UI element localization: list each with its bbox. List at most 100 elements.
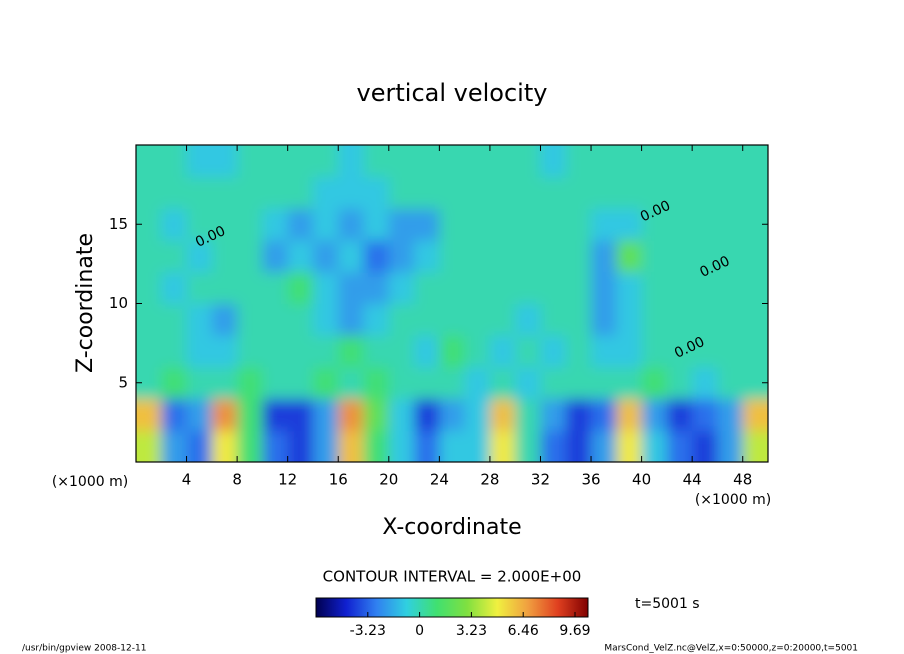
field-cell — [414, 271, 440, 305]
field-cell — [540, 208, 567, 241]
x-axis-label: X-coordinate — [382, 515, 521, 540]
field-cell — [237, 271, 263, 305]
field-cell — [692, 430, 719, 462]
field-cell — [414, 240, 440, 273]
field-cell — [515, 303, 542, 336]
field-cell — [464, 240, 491, 273]
field-cell — [161, 335, 188, 368]
field-cell — [464, 430, 491, 462]
field-cell — [641, 208, 668, 241]
field-cell — [439, 145, 466, 178]
field-cell — [186, 208, 213, 241]
field-cell — [540, 430, 567, 462]
field-cell — [312, 303, 339, 336]
field-cell — [186, 176, 213, 209]
field-cell — [489, 240, 516, 273]
field-cell — [237, 398, 263, 431]
field-cell — [439, 366, 466, 400]
field-cell — [489, 176, 516, 209]
field-cell — [742, 145, 768, 178]
field-cell — [363, 366, 390, 400]
field-cell — [565, 145, 592, 178]
field-cell — [211, 208, 238, 241]
field-cell — [338, 335, 365, 368]
field-cell — [641, 430, 668, 462]
field-cell — [742, 176, 768, 209]
field-cell — [287, 145, 314, 178]
field-cell — [136, 240, 162, 273]
field-cell — [161, 430, 188, 462]
field-cell — [641, 303, 668, 336]
field-cell — [616, 430, 643, 462]
field-cell — [363, 303, 390, 336]
field-cell — [591, 145, 617, 178]
field-cell — [591, 335, 617, 368]
field-cell — [565, 335, 592, 368]
contour-interval: CONTOUR INTERVAL = 2.000E+00 — [323, 568, 582, 586]
field-cell — [136, 398, 162, 431]
field-cell — [464, 208, 491, 241]
x-tick-label: 28 — [480, 471, 499, 489]
field-cell — [237, 335, 263, 368]
field-cell — [464, 303, 491, 336]
field-cell — [388, 240, 415, 273]
field-cell — [211, 303, 238, 336]
x-tick-label: 40 — [632, 471, 651, 489]
y-tick-label: 5 — [118, 373, 128, 391]
field-cell — [692, 398, 719, 431]
field-cell — [692, 303, 719, 336]
field-cell — [262, 240, 289, 273]
field-cell — [439, 208, 466, 241]
field-cell — [464, 271, 491, 305]
field-cell — [363, 271, 390, 305]
field-cell — [489, 366, 516, 400]
field-cell — [262, 303, 289, 336]
field-cell — [540, 335, 567, 368]
field-cell — [565, 208, 592, 241]
field-cell — [717, 430, 744, 462]
field-cell — [186, 430, 213, 462]
field-cell — [540, 271, 567, 305]
field-cell — [742, 240, 768, 273]
field-cell — [237, 176, 263, 209]
chart-title: vertical velocity — [357, 79, 548, 107]
field-cell — [616, 271, 643, 305]
field-cell — [262, 398, 289, 431]
field-cell — [414, 303, 440, 336]
field-cell — [338, 240, 365, 273]
field-cell — [287, 366, 314, 400]
field-cell — [211, 335, 238, 368]
field-cell — [388, 145, 415, 178]
field-cell — [742, 271, 768, 305]
field-cell — [616, 176, 643, 209]
field-cell — [666, 335, 693, 368]
field-cell — [287, 176, 314, 209]
field-cell — [591, 366, 617, 400]
field-cell — [161, 208, 188, 241]
field-cell — [363, 176, 390, 209]
field-cell — [287, 240, 314, 273]
field-cell — [312, 271, 339, 305]
field-cell — [363, 430, 390, 462]
field-cell — [388, 366, 415, 400]
field-cell — [641, 335, 668, 368]
field-cell — [363, 208, 390, 241]
field-cell — [616, 366, 643, 400]
x-tick-label: 44 — [683, 471, 702, 489]
field-cell — [287, 430, 314, 462]
field-cell — [540, 303, 567, 336]
field-cell — [591, 303, 617, 336]
field-cell — [338, 145, 365, 178]
field-cell — [666, 240, 693, 273]
field-cell — [363, 145, 390, 178]
field-cell — [666, 366, 693, 400]
field-cell — [692, 240, 719, 273]
field-cell — [136, 430, 162, 462]
time-label: t=5001 s — [635, 596, 700, 612]
field-cell — [692, 366, 719, 400]
field-cell — [312, 208, 339, 241]
field-cell — [489, 145, 516, 178]
field-cell — [363, 335, 390, 368]
field-cell — [666, 176, 693, 209]
field-cell — [565, 398, 592, 431]
